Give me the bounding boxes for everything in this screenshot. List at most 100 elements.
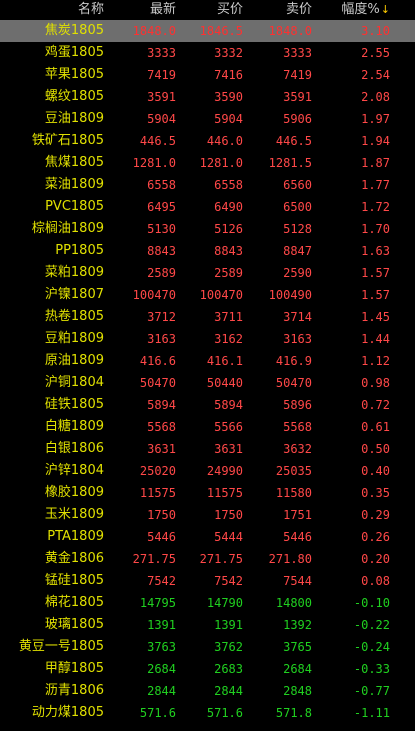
bid-price: 1281.0 xyxy=(199,156,243,170)
quote-row[interactable]: 豆粕1809 3163 3162 3163 1.44 xyxy=(0,328,415,350)
quote-row[interactable]: 沪锌1804 25020 24990 25035 0.40 xyxy=(0,460,415,482)
quote-row[interactable]: 螺纹1805 3591 3590 3591 2.08 xyxy=(0,86,415,108)
bid-price: 5444 xyxy=(214,530,243,544)
quote-row[interactable]: 鸡蛋1805 3333 3332 3333 2.55 xyxy=(0,42,415,64)
quote-row[interactable]: 焦炭1805 1848.0 1846.5 1848.0 3.10 xyxy=(0,20,415,42)
last-price: 2844 xyxy=(147,684,176,698)
quote-row[interactable]: 菜粕1809 2589 2589 2590 1.57 xyxy=(0,262,415,284)
change-percent: 0.61 xyxy=(361,420,390,434)
quote-row[interactable]: PVC1805 6495 6490 6500 1.72 xyxy=(0,196,415,218)
contract-name: 螺纹1805 xyxy=(44,89,104,104)
quote-row[interactable]: 硅铁1805 5894 5894 5896 0.72 xyxy=(0,394,415,416)
ask-price: 3591 xyxy=(283,90,312,104)
contract-name: 沥青1806 xyxy=(44,683,104,698)
quote-row[interactable]: 甲醇1805 2684 2683 2684 -0.33 xyxy=(0,658,415,680)
quote-row[interactable]: PP1805 8843 8843 8847 1.63 xyxy=(0,240,415,262)
quote-row[interactable]: 白糖1809 5568 5566 5568 0.61 xyxy=(0,416,415,438)
quote-row[interactable]: 玻璃1805 1391 1391 1392 -0.22 xyxy=(0,614,415,636)
contract-name: 棉花1805 xyxy=(44,595,104,610)
contract-name: 硅铁1805 xyxy=(44,397,104,412)
ask-price: 3632 xyxy=(283,442,312,456)
quote-row[interactable]: 锰硅1805 7542 7542 7544 0.08 xyxy=(0,570,415,592)
last-price: 5130 xyxy=(147,222,176,236)
contract-name: 焦煤1805 xyxy=(44,155,104,170)
ask-price: 3765 xyxy=(283,640,312,654)
last-price: 1848.0 xyxy=(132,24,176,38)
contract-name: PP1805 xyxy=(55,243,104,258)
quote-row[interactable]: 棉花1805 14795 14790 14800 -0.10 xyxy=(0,592,415,614)
ask-price: 1848.0 xyxy=(268,24,312,38)
change-percent: 0.08 xyxy=(361,574,390,588)
quote-row[interactable]: 热卷1805 3712 3711 3714 1.45 xyxy=(0,306,415,328)
last-price: 3631 xyxy=(147,442,176,456)
contract-name: 沪镍1807 xyxy=(44,287,104,302)
last-price: 271.75 xyxy=(132,552,176,566)
ask-price: 25035 xyxy=(275,464,312,478)
bid-price: 6490 xyxy=(214,200,243,214)
quote-row[interactable]: 菜油1809 6558 6558 6560 1.77 xyxy=(0,174,415,196)
last-price: 1391 xyxy=(147,618,176,632)
last-price: 14795 xyxy=(139,596,176,610)
bid-price: 8843 xyxy=(214,244,243,258)
bid-price: 3762 xyxy=(214,640,243,654)
ask-price: 416.9 xyxy=(275,354,312,368)
quote-row[interactable]: 棕榈油1809 5130 5126 5128 1.70 xyxy=(0,218,415,240)
header-bid[interactable]: 买价 xyxy=(216,2,243,17)
quote-row[interactable]: 豆油1809 5904 5904 5906 1.97 xyxy=(0,108,415,130)
last-price: 2684 xyxy=(147,662,176,676)
ask-price: 1751 xyxy=(283,508,312,522)
quote-row[interactable]: 白银1806 3631 3631 3632 0.50 xyxy=(0,438,415,460)
header-change[interactable]: 幅度%↓ xyxy=(312,0,390,20)
bid-price: 5894 xyxy=(214,398,243,412)
ask-price: 6500 xyxy=(283,200,312,214)
quote-row[interactable]: 铁矿石1805 446.5 446.0 446.5 1.94 xyxy=(0,130,415,152)
change-percent: 1.44 xyxy=(361,332,390,346)
quote-row[interactable]: 动力煤1805 571.6 571.6 571.8 -1.11 xyxy=(0,702,415,724)
change-percent: 1.97 xyxy=(361,112,390,126)
quote-row[interactable]: 原油1809 416.6 416.1 416.9 1.12 xyxy=(0,350,415,372)
change-percent: 1.63 xyxy=(361,244,390,258)
ask-price: 8847 xyxy=(283,244,312,258)
ask-price: 11580 xyxy=(275,486,312,500)
ask-price: 5446 xyxy=(283,530,312,544)
last-price: 1750 xyxy=(147,508,176,522)
quote-row[interactable]: 沥青1806 2844 2844 2848 -0.77 xyxy=(0,680,415,702)
quote-row[interactable]: 玉米1809 1750 1750 1751 0.29 xyxy=(0,504,415,526)
contract-name: 白银1806 xyxy=(44,441,104,456)
ask-price: 5896 xyxy=(283,398,312,412)
bid-price: 14790 xyxy=(206,596,243,610)
last-price: 5568 xyxy=(147,420,176,434)
change-percent: 0.29 xyxy=(361,508,390,522)
quote-row[interactable]: 黄豆一号1805 3763 3762 3765 -0.24 xyxy=(0,636,415,658)
ask-price: 5128 xyxy=(283,222,312,236)
bid-price: 7542 xyxy=(214,574,243,588)
contract-name: 鸡蛋1805 xyxy=(44,45,104,60)
quote-row[interactable]: 橡胶1809 11575 11575 11580 0.35 xyxy=(0,482,415,504)
quote-row[interactable]: 沪镍1807 100470 100470 100490 1.57 xyxy=(0,284,415,306)
quote-row[interactable]: 沪铜1804 50470 50440 50470 0.98 xyxy=(0,372,415,394)
ask-price: 5906 xyxy=(283,112,312,126)
header-name[interactable]: 名称 xyxy=(77,2,104,17)
bid-price: 11575 xyxy=(206,486,243,500)
contract-name: 黄豆一号1805 xyxy=(18,639,104,654)
change-percent: 1.70 xyxy=(361,222,390,236)
bid-price: 1846.5 xyxy=(199,24,243,38)
contract-name: 棕榈油1809 xyxy=(31,221,104,236)
change-percent: 2.08 xyxy=(361,90,390,104)
bid-price: 2844 xyxy=(214,684,243,698)
header-last[interactable]: 最新 xyxy=(149,2,176,17)
change-percent: 2.55 xyxy=(361,46,390,60)
last-price: 7542 xyxy=(147,574,176,588)
bid-price: 6558 xyxy=(214,178,243,192)
quote-row[interactable]: 焦煤1805 1281.0 1281.0 1281.5 1.87 xyxy=(0,152,415,174)
quote-row[interactable]: PTA1809 5446 5444 5446 0.26 xyxy=(0,526,415,548)
quote-row[interactable]: 苹果1805 7419 7416 7419 2.54 xyxy=(0,64,415,86)
contract-name: 沪铜1804 xyxy=(44,375,104,390)
header-ask[interactable]: 卖价 xyxy=(285,2,312,17)
last-price: 100470 xyxy=(132,288,176,302)
ask-price: 446.5 xyxy=(275,134,312,148)
quote-row[interactable]: 黄金1806 271.75 271.75 271.80 0.20 xyxy=(0,548,415,570)
last-price: 446.5 xyxy=(139,134,176,148)
change-percent: 0.72 xyxy=(361,398,390,412)
ask-price: 14800 xyxy=(275,596,312,610)
